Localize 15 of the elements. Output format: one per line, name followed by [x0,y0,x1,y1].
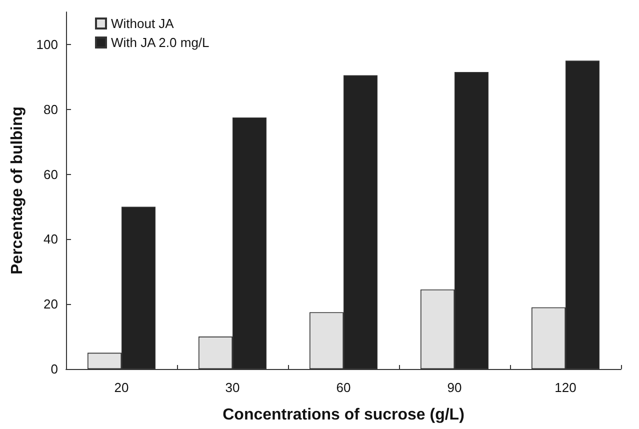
x-tick-label: 120 [554,380,576,395]
legend-label: Without JA [111,16,174,31]
y-tick-label: 100 [36,36,58,52]
y-tick-label: 60 [44,166,58,182]
y-tick-label: 40 [44,232,58,247]
y-axis-title: Percentage of bulbing [8,106,26,275]
x-axis-title: Concentrations of sucrose (g/L) [222,406,464,424]
x-tick-label: 20 [114,380,129,395]
y-tick-label: 20 [44,296,58,312]
y-tick-label: 0 [50,362,58,376]
legend-label: With JA 2.0 mg/L [111,35,210,50]
y-tick-label: 80 [44,102,58,117]
x-tick-label: 90 [447,380,462,395]
x-tick-label: 60 [336,380,351,395]
x-tick-label: 30 [225,380,240,395]
